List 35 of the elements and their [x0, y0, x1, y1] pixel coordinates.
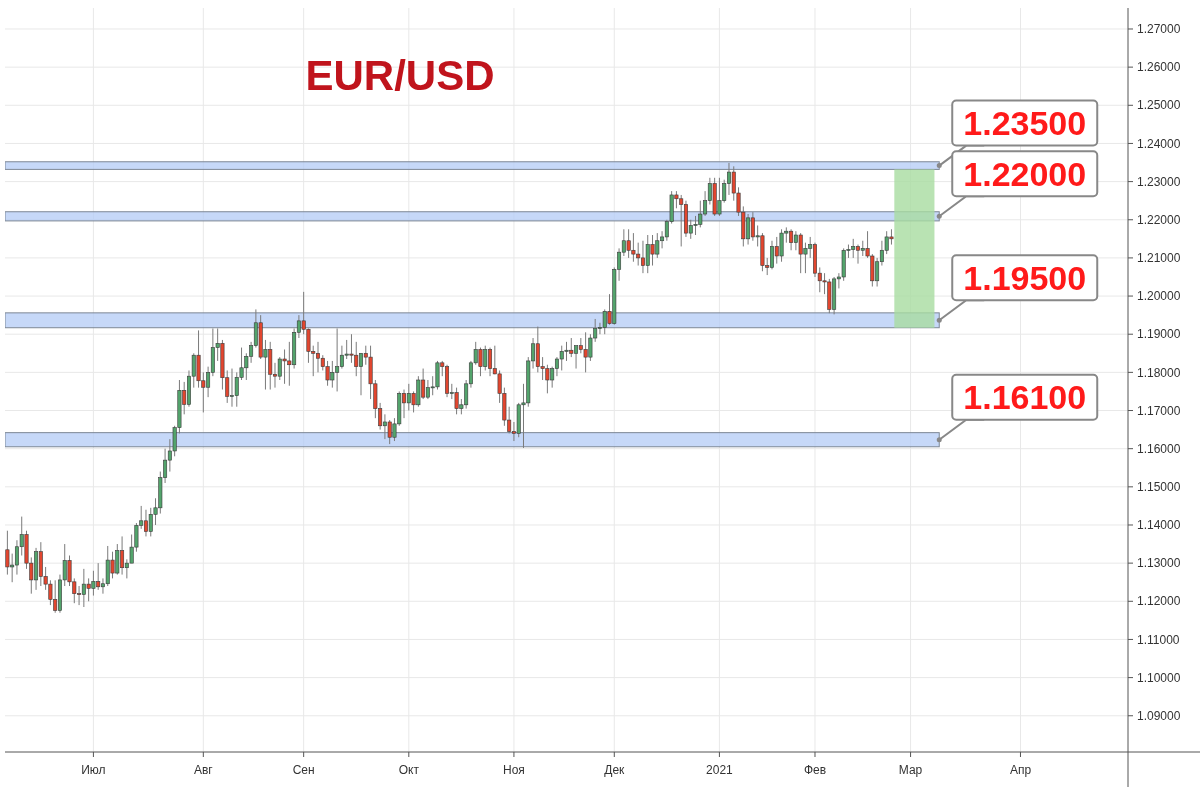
y-tick-label: 1.16000: [1137, 441, 1181, 456]
y-tick-label: 1.24000: [1137, 136, 1181, 151]
y-tick-label: 1.14000: [1137, 518, 1181, 533]
legend-label: 1.22000: [963, 155, 1087, 194]
x-tick-label: Июл: [81, 763, 106, 777]
y-tick-label: 1.27000: [1137, 22, 1181, 37]
y-tick-label: 1.13000: [1137, 556, 1181, 571]
y-tick-label: 1.23000: [1137, 174, 1181, 189]
x-tick-label: Фев: [803, 763, 827, 777]
x-tick-label: 2021: [706, 763, 734, 777]
y-tick-label: 1.12000: [1137, 594, 1181, 609]
x-tick-label: Мар: [898, 763, 923, 777]
x-tick-label: Ноя: [503, 763, 525, 777]
band-label: 1.23500: [963, 104, 1087, 143]
y-tick-label: 1.19000: [1137, 327, 1181, 342]
y-tick-label: 1.11000: [1137, 632, 1180, 647]
y-tick-label: 1.21000: [1137, 251, 1181, 266]
y-tick-label: 1.25000: [1137, 98, 1181, 113]
band-label: 1.19500: [963, 259, 1087, 298]
y-tick-label: 1.18000: [1137, 365, 1181, 380]
x-tick-label: Сен: [292, 763, 315, 777]
y-tick-label: 1.22000: [1137, 212, 1181, 227]
y-tick-label: 1.20000: [1137, 289, 1181, 304]
y-tick-label: 1.10000: [1137, 670, 1181, 685]
x-tick-label: Дек: [604, 763, 626, 777]
text: EUR/USD: [305, 52, 495, 99]
candlestick: [5, 530, 10, 576]
x-tick-label: Апр: [1009, 763, 1032, 777]
band-label: 1.16100: [963, 378, 1087, 417]
x-tick-label: Окт: [398, 763, 420, 777]
y-tick-label: 1.17000: [1137, 403, 1181, 418]
x-tick-label: Авг: [193, 763, 214, 777]
y-tick-label: 1.15000: [1137, 480, 1181, 495]
y-tick-label: 1.26000: [1137, 60, 1181, 75]
y-tick-label: 1.09000: [1137, 708, 1181, 723]
